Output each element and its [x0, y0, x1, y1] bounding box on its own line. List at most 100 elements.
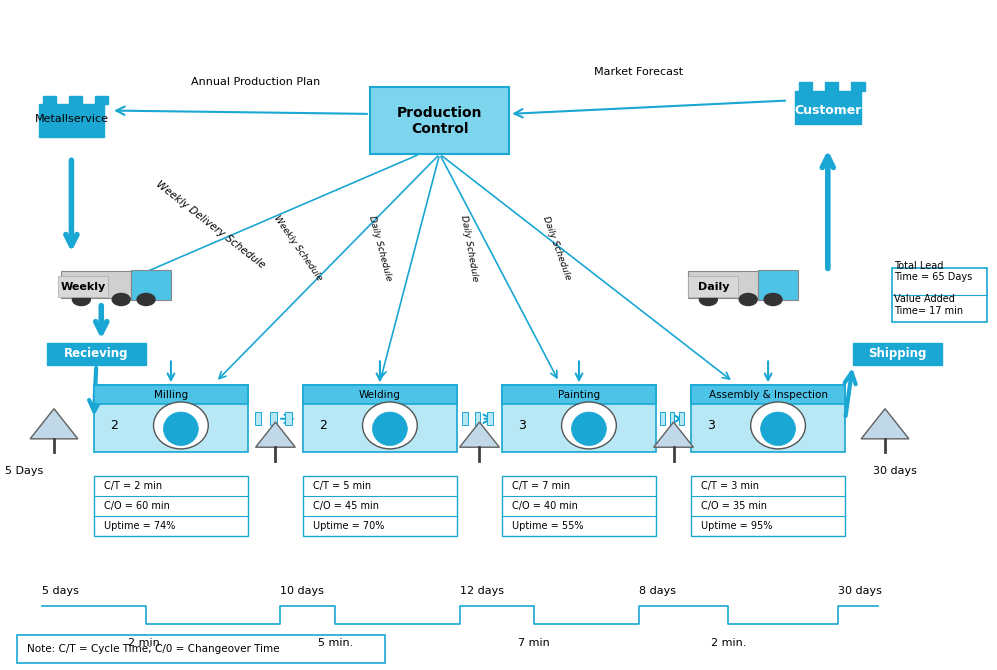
Polygon shape — [30, 409, 78, 439]
Text: 5 min.: 5 min. — [317, 638, 353, 648]
FancyBboxPatch shape — [689, 276, 738, 297]
FancyBboxPatch shape — [691, 385, 845, 452]
Text: Uptime = 70%: Uptime = 70% — [313, 521, 384, 531]
FancyBboxPatch shape — [94, 476, 248, 536]
Text: 3: 3 — [707, 419, 715, 432]
FancyBboxPatch shape — [17, 635, 385, 663]
FancyBboxPatch shape — [62, 271, 132, 298]
Text: C/O = 45 min: C/O = 45 min — [313, 501, 379, 511]
Text: C/T = 3 min: C/T = 3 min — [701, 481, 759, 490]
FancyBboxPatch shape — [501, 385, 656, 404]
Text: Value Added
Time= 17 min: Value Added Time= 17 min — [894, 294, 964, 316]
Ellipse shape — [363, 402, 418, 449]
Text: Note: C/T = Cycle Time; C/0 = Changeover Time: Note: C/T = Cycle Time; C/0 = Changeover… — [27, 645, 279, 654]
Text: Welding: Welding — [359, 390, 401, 399]
Text: 2: 2 — [110, 419, 118, 432]
FancyBboxPatch shape — [852, 343, 942, 365]
Text: C/O = 40 min: C/O = 40 min — [511, 501, 577, 511]
Text: C/T = 2 min: C/T = 2 min — [104, 481, 162, 490]
Bar — [826, 82, 838, 90]
Text: 5 days: 5 days — [42, 586, 79, 596]
Ellipse shape — [571, 412, 606, 446]
Bar — [285, 412, 291, 425]
Bar — [270, 412, 276, 425]
FancyBboxPatch shape — [501, 476, 656, 536]
Polygon shape — [255, 422, 295, 448]
Polygon shape — [654, 422, 694, 448]
Bar — [463, 412, 468, 425]
Text: Milling: Milling — [154, 390, 188, 399]
FancyBboxPatch shape — [132, 270, 170, 300]
Text: C/O = 60 min: C/O = 60 min — [104, 501, 169, 511]
FancyBboxPatch shape — [59, 276, 109, 297]
Bar — [851, 82, 864, 90]
FancyBboxPatch shape — [795, 90, 860, 124]
FancyBboxPatch shape — [94, 385, 248, 404]
Bar — [660, 412, 665, 425]
FancyBboxPatch shape — [303, 385, 457, 404]
Text: 30 days: 30 days — [873, 466, 917, 476]
Text: 8 days: 8 days — [639, 586, 676, 596]
Text: Total Lead
Time = 65 Days: Total Lead Time = 65 Days — [894, 261, 973, 282]
Ellipse shape — [561, 402, 616, 449]
FancyBboxPatch shape — [303, 476, 457, 536]
Text: Daily Schedule: Daily Schedule — [541, 215, 572, 281]
Text: Assembly & Inspection: Assembly & Inspection — [709, 390, 828, 399]
Text: Metallservice: Metallservice — [35, 114, 109, 124]
Ellipse shape — [154, 402, 208, 449]
FancyBboxPatch shape — [892, 268, 987, 322]
Text: Weekly Delivery Schedule: Weekly Delivery Schedule — [155, 179, 267, 270]
Circle shape — [764, 293, 782, 306]
Text: Market Forecast: Market Forecast — [594, 67, 683, 77]
Text: Painting: Painting — [558, 390, 600, 399]
Text: Uptime = 74%: Uptime = 74% — [104, 521, 175, 531]
FancyBboxPatch shape — [758, 270, 798, 300]
Text: 2: 2 — [319, 419, 327, 432]
Bar — [43, 96, 56, 104]
Circle shape — [700, 293, 717, 306]
FancyBboxPatch shape — [47, 343, 146, 365]
Text: Daily Schedule: Daily Schedule — [367, 214, 393, 281]
Text: C/T = 7 min: C/T = 7 min — [511, 481, 570, 490]
Text: 30 days: 30 days — [837, 586, 881, 596]
Text: Uptime = 95%: Uptime = 95% — [701, 521, 773, 531]
Text: 2 min.: 2 min. — [129, 638, 164, 648]
Circle shape — [739, 293, 757, 306]
Bar — [95, 96, 109, 104]
Bar — [799, 82, 812, 90]
Text: Annual Production Plan: Annual Production Plan — [190, 77, 320, 87]
FancyBboxPatch shape — [689, 271, 758, 298]
Ellipse shape — [373, 412, 408, 446]
Text: Daily Schedule: Daily Schedule — [460, 214, 480, 281]
Bar — [670, 412, 674, 425]
Text: Recieving: Recieving — [64, 347, 129, 360]
Text: 12 days: 12 days — [460, 586, 503, 596]
Ellipse shape — [164, 412, 198, 446]
FancyBboxPatch shape — [94, 385, 248, 452]
Polygon shape — [861, 409, 909, 439]
Text: 2 min.: 2 min. — [711, 638, 746, 648]
FancyBboxPatch shape — [501, 385, 656, 452]
Text: Production
Control: Production Control — [397, 105, 483, 136]
Bar — [488, 412, 493, 425]
FancyBboxPatch shape — [691, 476, 845, 536]
Text: Weekly Schedule: Weekly Schedule — [272, 214, 324, 282]
Ellipse shape — [751, 402, 806, 449]
Circle shape — [138, 293, 155, 306]
Text: Weekly: Weekly — [61, 282, 106, 291]
Text: 10 days: 10 days — [280, 586, 324, 596]
FancyBboxPatch shape — [370, 87, 509, 154]
FancyBboxPatch shape — [39, 104, 105, 137]
Polygon shape — [460, 422, 499, 448]
Text: Daily: Daily — [698, 282, 729, 291]
Text: 5 Days: 5 Days — [5, 466, 43, 476]
Text: 7 min: 7 min — [518, 638, 550, 648]
Bar — [475, 412, 481, 425]
Circle shape — [113, 293, 131, 306]
FancyBboxPatch shape — [303, 385, 457, 452]
Text: C/O = 35 min: C/O = 35 min — [701, 501, 767, 511]
Ellipse shape — [761, 412, 796, 446]
Bar — [680, 412, 684, 425]
Text: 3: 3 — [517, 419, 525, 432]
FancyBboxPatch shape — [691, 385, 845, 404]
